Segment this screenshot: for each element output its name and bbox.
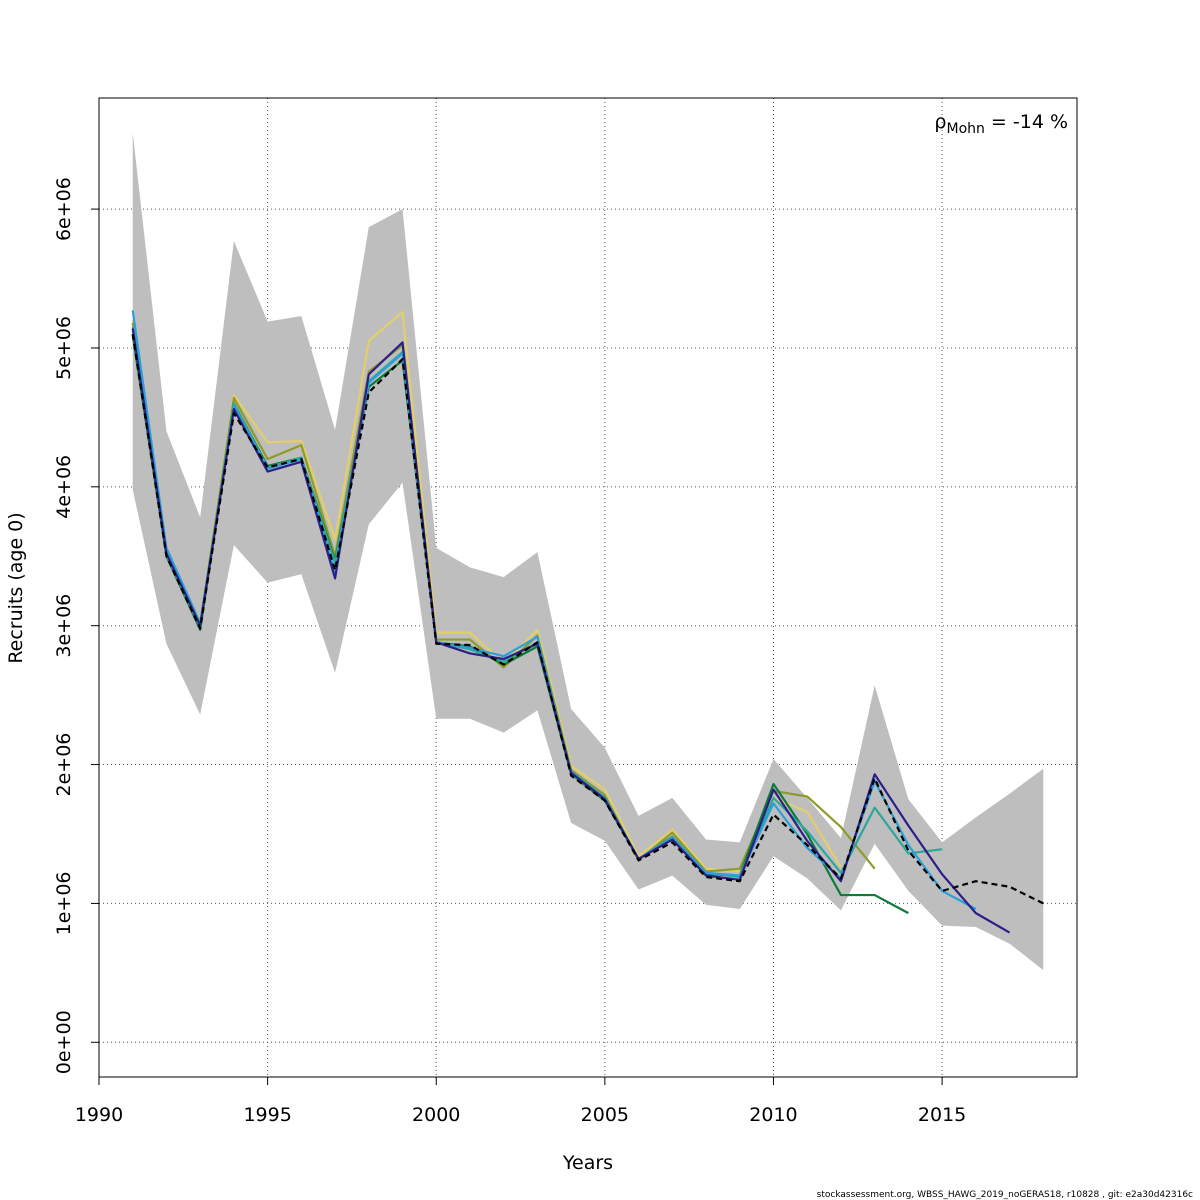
y-tick-label-5: 5e+06 <box>53 316 75 380</box>
y-axis: 0e+00 1e+06 2e+06 3e+06 4e+06 5e+06 6e+06 <box>53 177 100 1074</box>
x-tick-label-2: 2000 <box>412 1104 460 1126</box>
mohn-rho-annotation: ρMohn = -14 % <box>934 111 1068 137</box>
footer-note: stockassessment.org, WBSS_HAWG_2019_noGE… <box>817 1190 1193 1200</box>
y-tick-label-0: 0e+00 <box>53 1010 75 1074</box>
x-tick-label-5: 2015 <box>918 1104 966 1126</box>
x-axis: 1990 1995 2000 2005 2010 2015 <box>75 1076 966 1126</box>
y-tick-label-4: 4e+06 <box>53 455 75 519</box>
confidence-band <box>132 132 1044 971</box>
x-tick-label-3: 2005 <box>581 1104 629 1126</box>
series-lines <box>131 310 1044 934</box>
series-line-0 <box>131 333 1044 905</box>
plot-frame <box>98 97 1078 1078</box>
x-tick-label-1: 1995 <box>243 1104 291 1126</box>
confidence-band-area <box>132 132 1044 971</box>
rho-subscript: Mohn <box>946 121 984 137</box>
y-axis-label: Recruits (age 0) <box>5 512 27 663</box>
rho-value: = -14 % <box>985 111 1068 133</box>
x-tick-label-4: 2010 <box>749 1104 797 1126</box>
y-tick-label-3: 3e+06 <box>53 594 75 658</box>
y-tick-label-6: 6e+06 <box>53 177 75 241</box>
y-tick-label-1: 1e+06 <box>53 871 75 935</box>
grid-lines <box>98 98 1077 1077</box>
y-tick-label-2: 2e+06 <box>53 733 75 797</box>
rho-symbol: ρ <box>934 111 946 133</box>
x-tick-label-0: 1990 <box>75 1104 123 1126</box>
x-axis-label: Years <box>562 1152 613 1174</box>
